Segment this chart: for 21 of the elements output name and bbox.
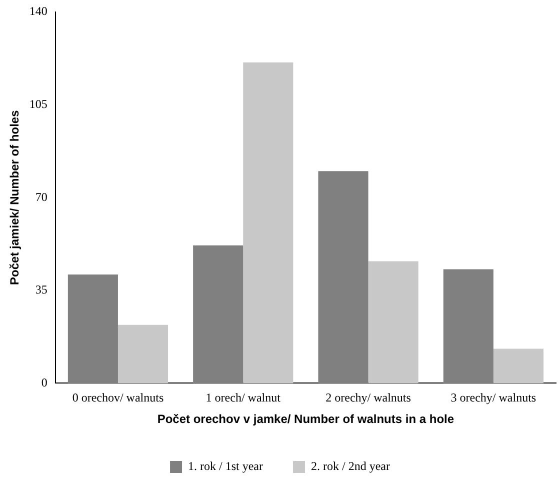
x-tick-label: 0 orechov/ walnuts xyxy=(72,390,164,405)
x-tick-label: 1 orech/ walnut xyxy=(206,390,282,405)
y-tick-label: 0 xyxy=(41,375,48,390)
x-tick-label: 2 orechy/ walnuts xyxy=(326,390,412,405)
y-tick-label: 105 xyxy=(29,96,48,111)
y-axis-title: Počet jamiek/ Number of holes xyxy=(8,110,22,285)
y-tick-label: 140 xyxy=(29,4,48,18)
bar xyxy=(243,62,294,384)
bar xyxy=(368,261,418,384)
legend-label: 1. rok / 1st year xyxy=(188,459,264,474)
bar xyxy=(318,171,368,384)
bar xyxy=(118,324,168,384)
x-tick-label: 3 orechy/ walnuts xyxy=(450,390,536,405)
bar xyxy=(68,274,118,384)
y-tick-label: 70 xyxy=(35,190,48,204)
bar xyxy=(193,245,244,384)
bar xyxy=(493,348,544,384)
x-axis-title: Počet orechov v jamke/ Number of walnuts in a hole xyxy=(157,412,454,426)
bar xyxy=(443,269,494,384)
legend-label: 2. rok / 2nd year xyxy=(311,459,390,474)
y-tick-label: 35 xyxy=(35,282,48,297)
